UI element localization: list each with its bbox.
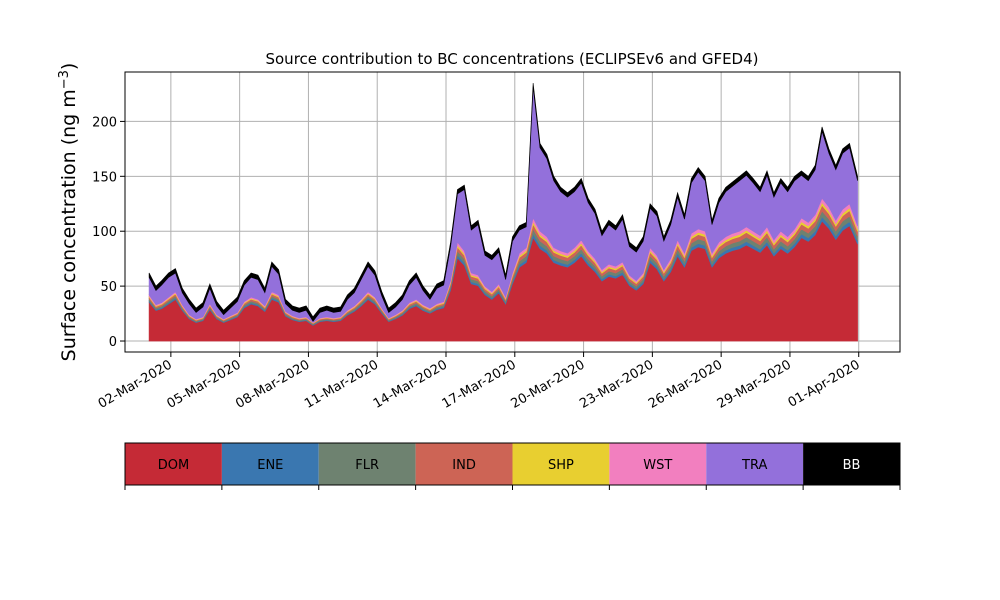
legend-colorbar: DOM ENE FLR IND SHP WST TRA BB (124, 442, 901, 490)
legend-swatch-flr (318, 443, 416, 485)
plot-frame (124, 71, 901, 353)
x-tick-label: 26-Mar-2020 (646, 357, 725, 411)
x-ticks: 02-Mar-202005-Mar-202008-Mar-202011-Mar-… (96, 352, 863, 412)
x-tick-label: 11-Mar-2020 (302, 357, 381, 411)
x-tick-label: 02-Mar-2020 (96, 357, 175, 411)
legend-label-tra: TRA (741, 458, 767, 473)
x-tick-label: 23-Mar-2020 (577, 357, 656, 411)
legend-swatch-tra (706, 443, 804, 485)
y-tick-label: 0 (109, 335, 117, 350)
y-tick-label: 50 (100, 280, 117, 295)
legend-swatch-ind (415, 443, 513, 485)
y-tick-label: 100 (92, 225, 117, 240)
x-tick-label: 17-Mar-2020 (440, 357, 519, 411)
y-axis-label-exponent: −3 (57, 70, 72, 89)
legend-swatch-wst (609, 443, 707, 485)
y-axis-label-text: Surface concentration (ng m (58, 89, 80, 361)
y-ticks: 0 50 100 150 200 (92, 115, 125, 350)
legend-swatch-ene (221, 443, 319, 485)
x-tick-label: 14-Mar-2020 (371, 357, 450, 411)
x-tick-label: 20-Mar-2020 (508, 357, 587, 411)
y-tick-label: 200 (92, 115, 117, 130)
legend-label-ene: ENE (257, 458, 283, 473)
legend-swatch-bb (803, 443, 900, 485)
x-tick-label: 29-Mar-2020 (715, 357, 794, 411)
y-tick-label: 150 (92, 170, 117, 185)
legend-swatch-dom (125, 443, 222, 485)
legend-swatch-shp (512, 443, 610, 485)
chart-title: Source contribution to BC concentrations… (265, 50, 758, 68)
legend-label-ind: IND (452, 458, 476, 473)
legend-label-bb: BB (843, 458, 861, 473)
legend-label-dom: DOM (158, 458, 189, 473)
x-tick-label: 08-Mar-2020 (233, 357, 312, 411)
x-tick-label: 01-Apr-2020 (786, 357, 863, 410)
area-bb (148, 82, 858, 322)
x-tick-label: 05-Mar-2020 (165, 357, 244, 411)
plot-areas (148, 82, 858, 342)
legend-label-shp: SHP (548, 458, 574, 473)
legend-label-flr: FLR (355, 458, 379, 473)
y-axis-label: Surface concentration (ng m−3) (57, 63, 80, 362)
legend-label-wst: WST (643, 458, 672, 473)
y-axis-label-close: ) (58, 63, 80, 70)
